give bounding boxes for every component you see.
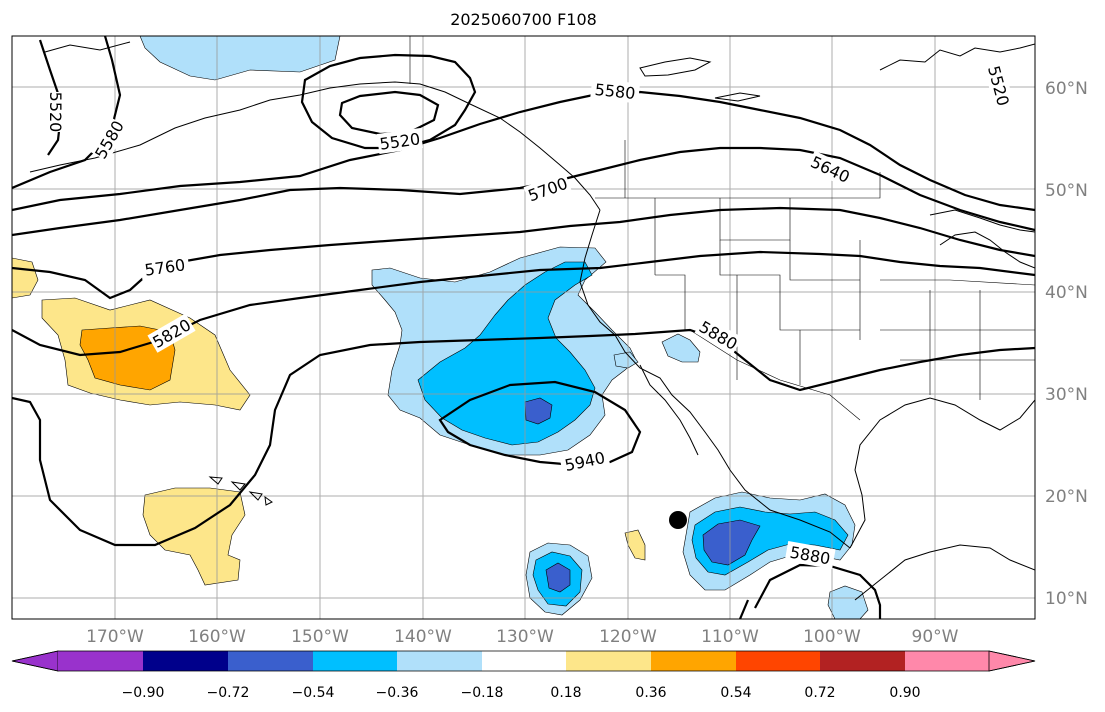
anomaly-shading <box>12 36 869 619</box>
longitude-labels: 170°W 160°W 150°W 140°W 130°W 120°W 110°… <box>86 627 959 647</box>
colorbar-tick-label: −0.36 <box>376 685 419 701</box>
contour-label: 5760 <box>143 255 186 279</box>
colorbar-segment <box>397 651 482 671</box>
lat-label: 10°N <box>1045 589 1088 609</box>
colorbar-segment <box>482 651 566 671</box>
lon-label: 150°W <box>291 627 349 647</box>
graticule <box>12 36 1035 619</box>
lat-label: 60°N <box>1045 79 1088 99</box>
lon-label: 140°W <box>394 627 452 647</box>
lon-label: 100°W <box>803 627 861 647</box>
coastlines <box>29 41 1035 601</box>
contour-label: 5640 <box>808 152 853 186</box>
contour-label: 5520 <box>46 92 65 133</box>
colorbar-segment <box>58 651 143 671</box>
contour-label: 5940 <box>563 448 607 475</box>
colorbar-segment <box>143 651 228 671</box>
colorbar-tick-label: −0.18 <box>461 685 504 701</box>
lat-label: 30°N <box>1045 385 1088 405</box>
colorbar-segment <box>820 651 905 671</box>
colorbar-segment <box>228 651 313 671</box>
map-frame <box>11 35 1036 620</box>
colorbar-segment <box>736 651 820 671</box>
colorbar-tick-label: −0.72 <box>207 685 250 701</box>
lon-label: 170°W <box>86 627 144 647</box>
height-contours <box>12 36 1035 619</box>
lon-label: 160°W <box>188 627 246 647</box>
colorbar-tick-label: 0.90 <box>889 685 920 701</box>
colorbar-tick-label: 0.18 <box>550 685 581 701</box>
colorbar-tick-label: 0.36 <box>635 685 666 701</box>
colorbar-segment <box>905 651 989 671</box>
colorbar-segment <box>313 651 397 671</box>
colorbar-tick-label: 0.54 <box>720 685 751 701</box>
lon-label: 90°W <box>912 627 959 647</box>
map-area: 5520 5580 5520 5580 5700 5640 5520 5760 … <box>12 36 1035 619</box>
contour-label: 5580 <box>594 80 636 103</box>
lon-label: 130°W <box>496 627 554 647</box>
contour-label: 5520 <box>984 64 1013 108</box>
map-title: 2025060700 F108 <box>450 10 597 29</box>
lat-label: 40°N <box>1045 283 1088 303</box>
lat-label: 20°N <box>1045 487 1088 507</box>
colorbar-tick-label: −0.90 <box>122 685 165 701</box>
contour-label: 5700 <box>525 174 570 206</box>
contour-label: 5880 <box>696 317 741 354</box>
colorbar-segment <box>566 651 651 671</box>
lon-label: 110°W <box>701 627 759 647</box>
storm-center-dot <box>669 511 687 529</box>
contour-label: 5580 <box>91 117 128 162</box>
colorbar-tick-label: −0.54 <box>292 685 335 701</box>
lat-label: 50°N <box>1045 181 1088 201</box>
colorbar-extend-low <box>11 650 59 672</box>
colorbar-extend-high <box>988 650 1036 672</box>
latitude-labels: 60°N 50°N 40°N 30°N 20°N 10°N <box>1045 79 1088 609</box>
colorbar-tick-label: 0.72 <box>804 685 835 701</box>
lon-label: 120°W <box>599 627 657 647</box>
colorbar: −0.90 −0.72 −0.54 −0.36 −0.18 0.18 0.36 … <box>11 650 1036 701</box>
colorbar-segment <box>651 651 736 671</box>
